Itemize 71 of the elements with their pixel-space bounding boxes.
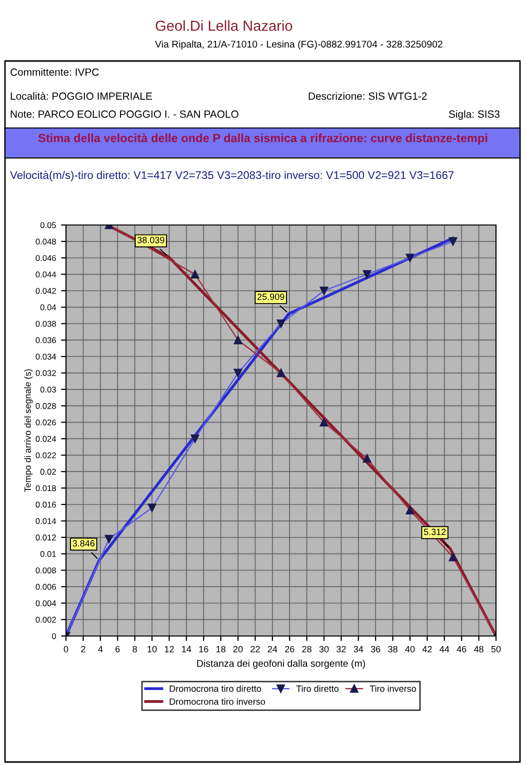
x-tick-label: 20 xyxy=(233,646,243,652)
text: Geol.Di Lella Nazario xyxy=(156,20,292,31)
y-tick-label: 0.014 xyxy=(36,518,56,524)
text: Sigla: SIS3 xyxy=(448,110,500,120)
chart-title: Stima della velocità delle onde P dalla sismica a rifrazione: curve distanze-tempi xyxy=(38,133,488,145)
legend-label: Tiro diretto xyxy=(296,685,339,692)
y-tick-label: 0.022 xyxy=(36,452,56,458)
y-tick-label: 0.01 xyxy=(40,551,56,557)
x-tick-label: 2 xyxy=(81,646,86,652)
x-tick-label: 44 xyxy=(440,646,450,652)
y-tick-label: 0.038 xyxy=(36,320,56,327)
x-axis-title: Distanza dei geofoni dalla sorgente (m) xyxy=(197,660,365,669)
x-tick-label: 32 xyxy=(336,646,346,652)
chart-subtitle: Velocità(m/s)-tiro diretto: V1=417 V2=735 V3=2083-tiro inverso: V1=500 V2=921 V3=1667 xyxy=(10,170,454,182)
y-tick-label: 0.026 xyxy=(36,419,56,426)
text: Via Ripalta, 21/A-71010 - Lesina (FG)-0882.991704 - 328.3250902 xyxy=(155,40,442,50)
annotation: 3.846 xyxy=(72,540,95,547)
y-tick-label: 0.032 xyxy=(36,370,56,376)
y-tick-label: 0.048 xyxy=(36,238,56,245)
x-tick-label: 36 xyxy=(370,646,380,652)
x-tick-label: 38 xyxy=(388,646,398,652)
legend-label: Dromocrona tiro diretto xyxy=(170,685,262,692)
legend-label: Dromocrona tiro inverso xyxy=(170,698,266,705)
x-tick-label: 16 xyxy=(199,646,208,652)
x-tick-label: 22 xyxy=(250,646,260,652)
x-tick-label: 30 xyxy=(319,646,329,652)
y-tick-label: 0.008 xyxy=(36,567,56,574)
annotation: 38.039 xyxy=(137,236,164,244)
x-tick-label: 28 xyxy=(302,646,312,652)
text: Note: PARCO EOLICO POGGIO I. - SAN PAOLO xyxy=(10,110,238,118)
y-tick-label: 0.006 xyxy=(36,584,56,590)
y-tick-label: 0 xyxy=(52,633,56,640)
x-tick-label: 8 xyxy=(132,646,137,652)
legend-label: Tiro inverso xyxy=(370,685,416,692)
y-tick-label: 0.036 xyxy=(36,337,56,344)
x-tick-label: 46 xyxy=(456,646,466,652)
x-tick-label: 24 xyxy=(268,646,278,652)
y-tick-label: 0.034 xyxy=(36,354,56,360)
text: Descrizione: SIS WTG1-2 xyxy=(308,92,427,100)
y-tick-label: 0.024 xyxy=(36,436,56,442)
x-tick-label: 10 xyxy=(148,646,157,652)
y-tick-label: 0.04 xyxy=(40,304,56,310)
y-tick-label: 0.02 xyxy=(40,468,56,475)
x-tick-label: 12 xyxy=(164,646,174,652)
text: Località: POGGIO IMPERIALE xyxy=(10,92,152,100)
y-tick-label: 0.016 xyxy=(36,502,56,508)
x-tick-label: 0 xyxy=(64,646,68,652)
annotation: 5.312 xyxy=(424,528,446,536)
text: Committente: IVPC xyxy=(10,68,99,76)
y-tick-label: 0.044 xyxy=(36,272,56,278)
x-tick-label: 34 xyxy=(354,646,364,652)
x-tick-label: 6 xyxy=(116,646,120,652)
y-tick-label: 0.028 xyxy=(36,403,56,409)
x-tick-label: 42 xyxy=(422,646,432,652)
x-tick-label: 48 xyxy=(474,646,484,652)
x-tick-label: 4 xyxy=(98,646,103,652)
y-tick-label: 0.03 xyxy=(40,386,56,392)
x-tick-label: 18 xyxy=(216,646,226,652)
y-tick-label: 0.004 xyxy=(36,600,56,606)
x-tick-label: 40 xyxy=(405,646,415,652)
y-tick-label: 0.012 xyxy=(36,534,56,540)
annotation: 25.909 xyxy=(257,294,284,300)
x-tick-label: 14 xyxy=(182,646,192,652)
y-tick-label: 0.018 xyxy=(36,485,56,492)
y-axis-title: Tempo di arrivo del segnale (s) xyxy=(24,369,33,492)
x-tick-label: 26 xyxy=(285,646,294,652)
y-tick-label: 0.05 xyxy=(40,222,56,228)
y-tick-label: 0.002 xyxy=(36,616,56,623)
y-tick-label: 0.042 xyxy=(36,288,56,294)
x-tick-label: 50 xyxy=(491,646,501,652)
y-tick-label: 0.046 xyxy=(36,255,56,261)
